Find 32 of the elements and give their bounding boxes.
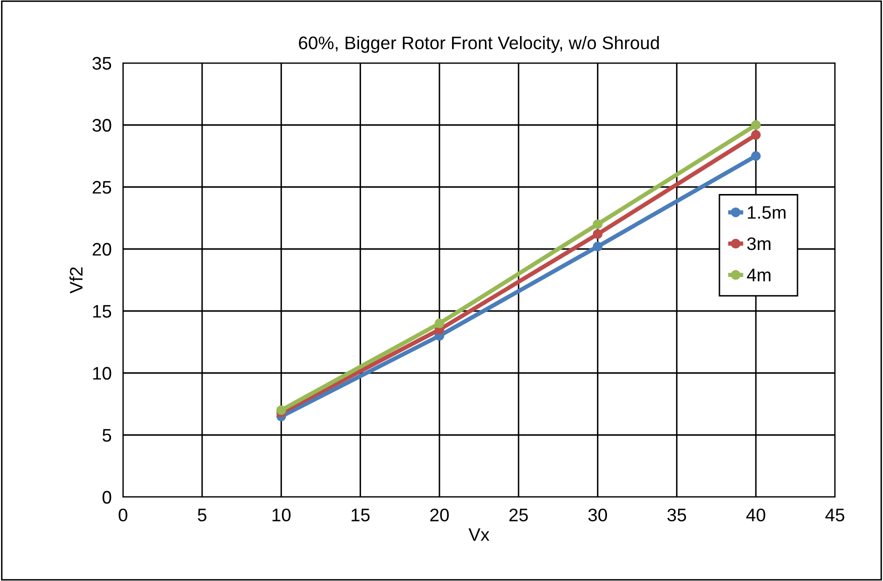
point [592, 219, 603, 230]
x-tick-label: 45 [825, 508, 844, 522]
legend-label: 1.5m [748, 206, 786, 219]
chart-title: 60%, Bigger Rotor Front Velocity, w/o Shroud [298, 36, 659, 53]
point [751, 151, 761, 161]
x-axis-title: Vx [468, 528, 490, 541]
x-tick-label: 5 [198, 508, 206, 522]
x-tick-label: 25 [509, 508, 528, 522]
point [751, 120, 761, 130]
y-tick-label: 10 [93, 366, 112, 380]
x-tick-label: 30 [588, 508, 608, 522]
x-tick-label: 20 [430, 508, 449, 522]
y-tick-label: 25 [92, 180, 112, 194]
x-tick-label: 10 [272, 508, 291, 522]
legend-label: 3m [747, 237, 770, 250]
y-tick-label: 5 [102, 429, 112, 442]
point [592, 229, 603, 239]
legend-label: 4m [746, 268, 770, 282]
point [592, 242, 603, 252]
point [751, 130, 761, 140]
x-tick-label: 35 [667, 508, 686, 522]
x-tick-label: 0 [118, 508, 128, 522]
x-tick-label: 15 [352, 508, 370, 522]
x-tick-label: 40 [746, 508, 766, 522]
point [434, 318, 444, 328]
y-tick-label: 15 [93, 305, 112, 318]
y-tick-label: 20 [92, 242, 112, 256]
point [276, 405, 286, 416]
y-tick-label: 30 [92, 118, 112, 132]
y-tick-label: 35 [92, 56, 112, 70]
y-tick-label: 0 [102, 490, 112, 504]
y-axis-title: Vf2 [69, 267, 83, 294]
